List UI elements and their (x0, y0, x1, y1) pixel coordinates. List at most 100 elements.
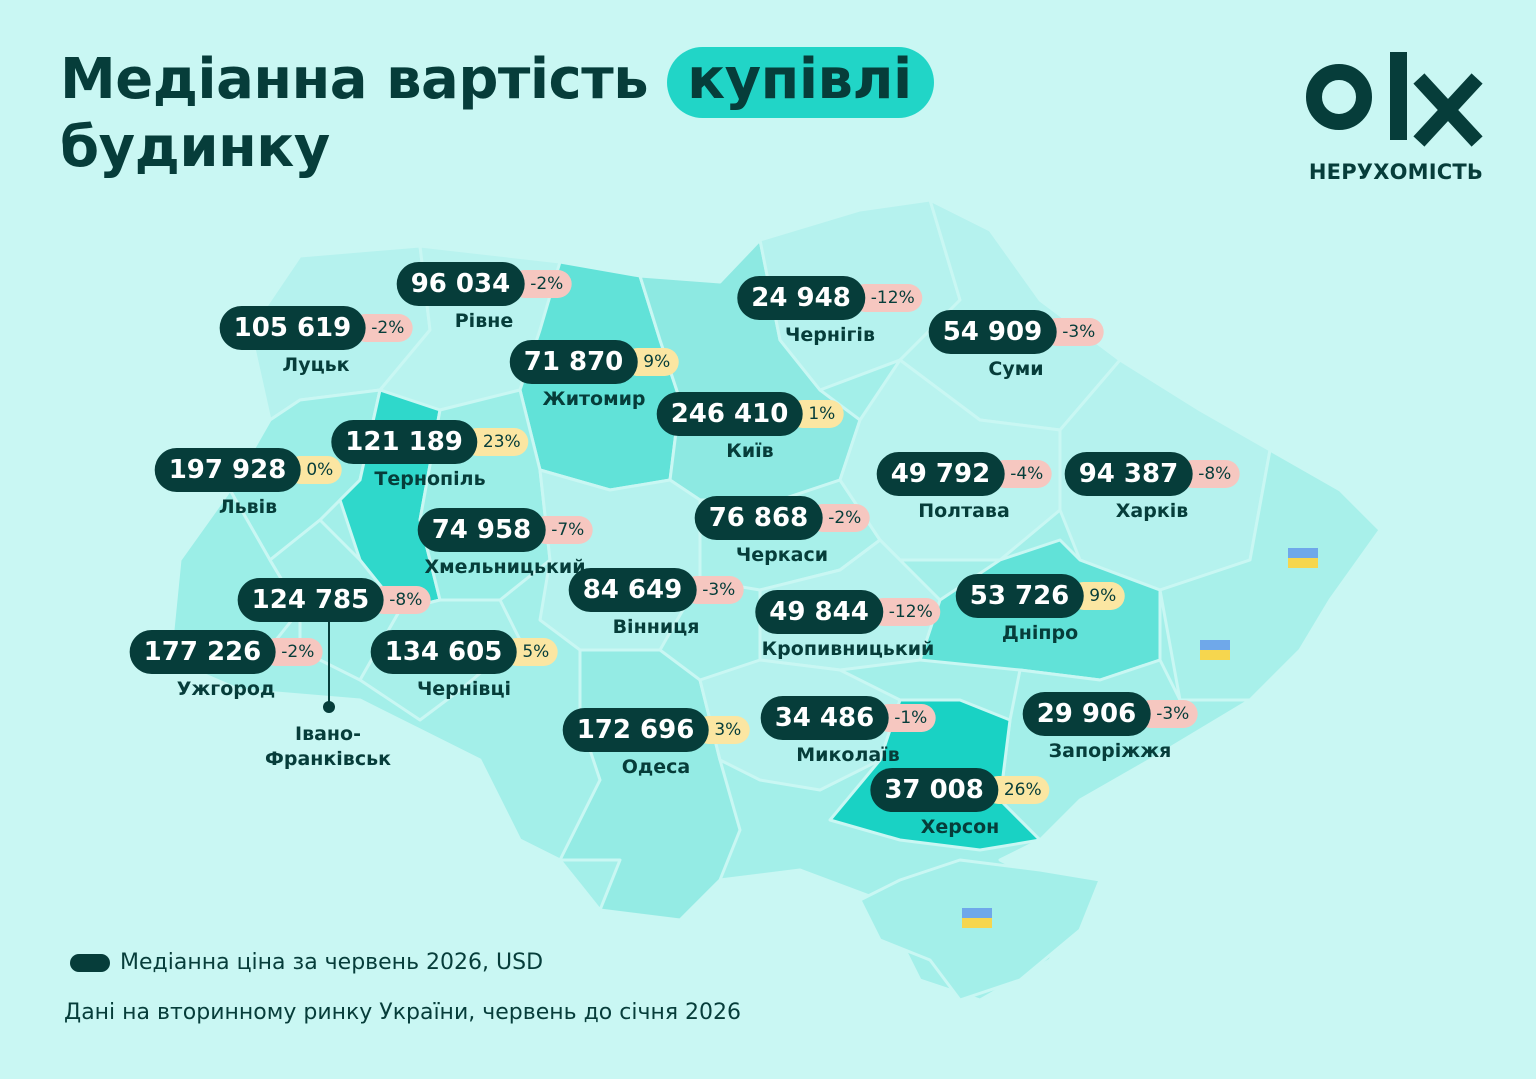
city-label: 105 619 -2% Луцьк (219, 306, 413, 376)
price-pill: 29 906 (1022, 692, 1151, 736)
pill-row: 172 696 3% (562, 708, 750, 752)
pill-row: 177 226 -2% (129, 630, 323, 674)
city-label: 246 410 1% Київ (656, 392, 844, 462)
city-label: 76 868 -2% Черкаси (694, 496, 870, 566)
price-pill: 76 868 (694, 496, 823, 540)
pill-row: 71 870 9% (509, 340, 679, 384)
city-name: Житомир (542, 388, 646, 410)
city-name: Луцьк (282, 354, 350, 376)
price-pill: 74 958 (417, 508, 546, 552)
city-name: Хмельницький (424, 556, 586, 578)
price-pill: 124 785 (237, 578, 384, 622)
pill-row: 94 387 -8% (1064, 452, 1240, 496)
city-label: 74 958 -7% Хмельницький (417, 508, 593, 578)
ivano-frankivsk-name-line2: Франківськ (265, 748, 391, 770)
region-crimea (858, 858, 1102, 1002)
ivano-frankivsk-name: Івано- Франківськ (265, 722, 391, 772)
legend: Медіанна ціна за червень 2026, USD (70, 950, 543, 975)
pill-row: 49 844 -12% (755, 590, 941, 634)
ivano-frankivsk-name-line1: Івано- (295, 723, 361, 745)
city-label: 197 928 0% Львів (154, 448, 342, 518)
city-name: Тернопіль (374, 468, 486, 490)
city-name: Рівне (454, 310, 514, 332)
city-ivano-frankivsk: 124 785 -8% (237, 578, 431, 622)
city-name: Одеса (621, 756, 691, 778)
city-label: 24 948 -12% Чернігів (737, 276, 923, 346)
legend-label: Медіанна ціна за червень 2026, USD (120, 950, 544, 975)
price-pill: 105 619 (219, 306, 366, 350)
pill-row: 134 605 5% (370, 630, 558, 674)
price-pill: 121 189 (331, 420, 477, 464)
city-label: 49 792 -4% Полтава (876, 452, 1052, 522)
city-label: 29 906 -3% Запоріжжя (1022, 692, 1198, 762)
ukraine-flag-icon (1200, 640, 1230, 660)
city-name: Кропивницький (761, 638, 935, 660)
city-name: Чернівці (416, 678, 512, 700)
price-pill: 71 870 (509, 340, 638, 384)
legend-swatch (70, 953, 110, 972)
city-name: Ужгород (176, 678, 276, 700)
price-pill: 24 948 (737, 276, 865, 320)
pill-row: 24 948 -12% (737, 276, 923, 320)
title-highlight: купівлі (667, 47, 934, 118)
city-name: Херсон (920, 816, 1000, 838)
city-label: 53 726 9% Дніпро (955, 574, 1125, 644)
city-label: 37 008 26% Херсон (870, 768, 1050, 838)
ivano-frankivsk-pointer-dot (323, 701, 335, 713)
pill-row: 29 906 -3% (1022, 692, 1198, 736)
price-pill: 94 387 (1064, 452, 1193, 496)
price-pill: 197 928 (154, 448, 301, 492)
city-name: Запоріжжя (1048, 740, 1172, 762)
city-name: Дніпро (1001, 622, 1079, 644)
city-name: Чернігів (785, 324, 875, 346)
price-pill: 49 792 (876, 452, 1005, 496)
pill-row: 197 928 0% (154, 448, 342, 492)
pill-row: 84 649 -3% (568, 568, 744, 612)
pill-row: 34 486 -1% (760, 696, 936, 740)
city-name: Полтава (918, 500, 1010, 522)
title-line1: Медіанна вартість (60, 47, 649, 112)
city-label: 177 226 -2% Ужгород (129, 630, 323, 700)
city-label: 96 034 -2% Рівне (396, 262, 572, 332)
pill-row: 49 792 -4% (876, 452, 1052, 496)
price-pill: 96 034 (396, 262, 525, 306)
price-pill: 49 844 (755, 590, 883, 634)
city-label: 34 486 -1% Миколаїв (760, 696, 936, 766)
region-east (1158, 448, 1382, 702)
city-name: Вінниця (612, 616, 700, 638)
city-label: 134 605 5% Чернівці (370, 630, 558, 700)
price-pill: 34 486 (760, 696, 889, 740)
city-name: Харків (1115, 500, 1189, 522)
pill-row: 121 189 23% (331, 420, 529, 464)
city-label: 49 844 -12% Кропивницький (755, 590, 941, 660)
pill-row: 96 034 -2% (396, 262, 572, 306)
pill-row: 105 619 -2% (219, 306, 413, 350)
price-pill: 134 605 (370, 630, 517, 674)
ukraine-flag-icon (962, 908, 992, 928)
pill-row: 53 726 9% (955, 574, 1125, 618)
city-label: 94 387 -8% Харків (1064, 452, 1240, 522)
price-pill: 84 649 (568, 568, 697, 612)
city-label: 54 909 -3% Суми (928, 310, 1104, 380)
pill-row: 76 868 -2% (694, 496, 870, 540)
city-name: Суми (988, 358, 1044, 380)
city-name: Миколаїв (796, 744, 900, 766)
ukraine-flag-icon (1288, 548, 1318, 568)
logo-subtitle: НЕРУХОМІСТЬ (1308, 160, 1484, 184)
price-pill: 177 226 (129, 630, 276, 674)
pill-row: 246 410 1% (656, 392, 844, 436)
city-label: 121 189 23% Тернопіль (331, 420, 529, 490)
price-pill: 172 696 (562, 708, 709, 752)
city-label: 172 696 3% Одеса (562, 708, 750, 778)
city-label: 84 649 -3% Вінниця (568, 568, 744, 638)
change-badge: -12% (868, 598, 941, 626)
source-note: Дані на вторинному ринку України, червен… (64, 1000, 742, 1025)
price-pill: 37 008 (870, 768, 998, 812)
pill-row: 74 958 -7% (417, 508, 593, 552)
price-pill: 246 410 (656, 392, 803, 436)
pill-row: 37 008 26% (870, 768, 1050, 812)
city-name: Київ (726, 440, 774, 462)
price-pill: 53 726 (955, 574, 1084, 618)
page-title: Медіанна вартість купівлі будинку (60, 46, 934, 182)
city-label: 71 870 9% Житомир (509, 340, 679, 410)
